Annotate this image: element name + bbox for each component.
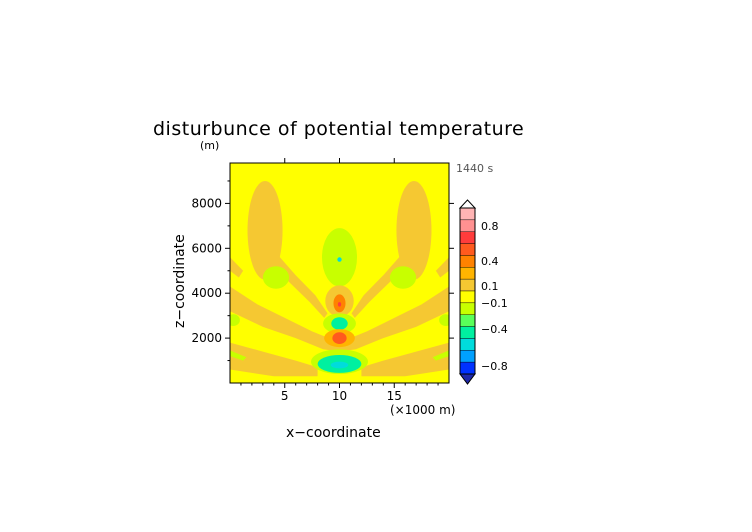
colorbar-swatch — [459, 350, 476, 363]
contour-region — [332, 332, 347, 344]
y-axis: 2000 4000 6000 8000 — [191, 180, 454, 362]
colorbar-label: −0.1 — [481, 297, 508, 310]
colorbar-swatch — [459, 326, 476, 339]
contour-band — [230, 257, 244, 278]
colorbar-swatch — [459, 361, 476, 375]
colorbar-top-extend — [458, 199, 477, 209]
colorbar-swatch — [459, 267, 476, 280]
colorbar-swatch — [459, 219, 476, 232]
colorbar-swatch — [459, 231, 476, 244]
x-tick-label: 10 — [332, 389, 347, 403]
x-axis-label: x−coordinate — [286, 425, 381, 441]
contour-band — [351, 252, 409, 318]
contour-region — [230, 314, 240, 326]
contour-features — [230, 180, 449, 375]
x-tick-label: 15 — [387, 389, 402, 403]
colorbar-label: 0.8 — [481, 220, 499, 233]
contour-band — [230, 342, 318, 377]
contour-band — [361, 342, 449, 377]
y-unit-label: (m) — [200, 139, 219, 152]
y-tick-label: 8000 — [191, 196, 222, 210]
time-label: 1440 s — [456, 162, 493, 175]
colorbar-swatch — [459, 314, 476, 327]
y-tick-label: 4000 — [191, 286, 222, 300]
contour-band — [270, 252, 328, 318]
contour-region — [331, 317, 348, 330]
y-tick-label: 2000 — [191, 331, 222, 345]
contour-region — [330, 361, 349, 369]
contour-band — [435, 257, 449, 278]
colorbar-swatch — [459, 207, 476, 221]
contour-region — [262, 266, 290, 289]
colorbar-label: 0.4 — [481, 255, 499, 268]
chart-title: disturbunce of potential temperature — [153, 118, 524, 140]
x-axis: 5 10 15 — [240, 158, 439, 403]
x-tick-label: 5 — [281, 389, 289, 403]
colorbar: 0.8 0.4 0.1 −0.1 −0.4 −0.8 — [458, 199, 508, 385]
contour-band — [230, 350, 247, 361]
colorbar-swatch — [459, 255, 476, 268]
contour-bands — [230, 252, 449, 377]
contour-band — [432, 350, 449, 361]
contour-region — [389, 266, 417, 289]
colorbar-swatch — [459, 290, 476, 304]
plot-area — [229, 162, 450, 384]
contour-region — [247, 180, 283, 280]
y-axis-label: z−coordinate — [172, 234, 188, 328]
x-unit-label: (×1000 m) — [390, 403, 455, 417]
colorbar-label: 0.1 — [481, 280, 499, 293]
y-tick-label: 6000 — [191, 241, 222, 255]
contour-region — [396, 180, 432, 280]
colorbar-label: −0.4 — [481, 323, 508, 336]
contour-region — [337, 257, 342, 262]
colorbar-swatch — [459, 278, 476, 292]
colorbar-label: −0.8 — [481, 360, 508, 373]
colorbar-bottom-extend — [459, 373, 476, 385]
contour-region — [337, 302, 342, 307]
contour-region — [321, 228, 358, 287]
colorbar-swatch — [459, 302, 476, 315]
colorbar-swatch — [459, 243, 476, 256]
colorbar-swatch — [459, 338, 476, 351]
contour-region — [439, 314, 449, 326]
contour-band — [230, 286, 449, 352]
colorbar-frame — [459, 207, 476, 375]
